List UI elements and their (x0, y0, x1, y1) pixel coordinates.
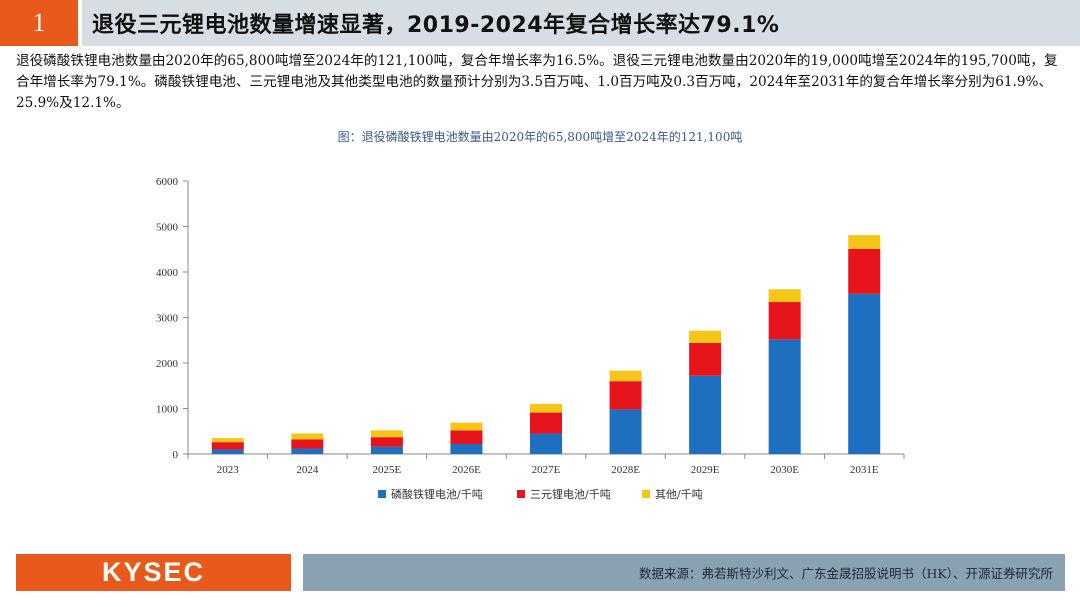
stacked-bar-chart: 0 1000 2000 3000 4000 5000 6000 2023 2024 2025E 20… (156, 176, 905, 501)
bar-2025E-三元锂电池/千吨 (370, 437, 403, 447)
y-tick-label: 2000 (156, 358, 179, 370)
x-tick-label: 2025E (373, 464, 402, 476)
bar-2027E-其他/千吨 (530, 403, 562, 413)
bar-2031E-三元锂电池/千吨 (848, 248, 881, 294)
bar-2028E-磷酸铁锂电池/千吨 (609, 409, 642, 454)
x-tick-label: 2023 (217, 464, 240, 476)
x-tick-label: 2031E (850, 464, 879, 476)
bar-2029E-其他/千吨 (689, 330, 722, 343)
bar-2027E-三元锂电池/千吨 (530, 412, 562, 434)
x-tick-label: 2024 (296, 464, 319, 476)
bar-2029E-三元锂电池/千吨 (689, 342, 722, 376)
bar-2029E-磷酸铁锂电池/千吨 (689, 375, 722, 454)
bar-2024-磷酸铁锂电池/千吨 (291, 448, 324, 454)
bar-2026E-三元锂电池/千吨 (450, 430, 483, 444)
footer-bar: 数据来源：弗若斯特沙利文、广东金晟招股说明书（HK）、开源证券研究所 (303, 554, 1065, 591)
bar-2023-其他/千吨 (211, 438, 244, 443)
legend-label: 磷酸铁锂电池/千吨 (391, 487, 483, 501)
data-source: 数据来源：弗若斯特沙利文、广东金晟招股说明书（HK）、开源证券研究所 (639, 566, 1053, 581)
bar-2026E-其他/千吨 (450, 422, 483, 431)
bar-2028E-其他/千吨 (609, 370, 642, 382)
x-tick-label: 2028E (611, 464, 640, 476)
x-tick-label: 2026E (452, 464, 481, 476)
bar-2031E-磷酸铁锂电池/千吨 (848, 293, 881, 454)
legend-swatch (378, 490, 386, 498)
bar-2026E-磷酸铁锂电池/千吨 (450, 443, 483, 454)
chart-caption: 图：退役磷酸铁锂电池数量由2020年的65,800吨增至2024年的121,10… (337, 130, 743, 144)
legend-label: 三元锂电池/千吨 (530, 487, 611, 501)
bar-2031E-其他/千吨 (848, 235, 881, 249)
kysec-logo: KYSEC (16, 554, 291, 591)
x-tick-label: 2027E (532, 464, 561, 476)
title-bar: 退役三元锂电池数量增速显著，2019-2024年复合增长率达79.1% (82, 0, 1080, 46)
y-tick-label: 1000 (156, 404, 179, 416)
y-tick-label: 4000 (156, 267, 179, 279)
bar-2024-三元锂电池/千吨 (291, 439, 324, 449)
bar-2023-三元锂电池/千吨 (211, 442, 244, 450)
bar-2023-磷酸铁锂电池/千吨 (211, 449, 244, 454)
x-tick-label: 2030E (770, 464, 799, 476)
bar-2030E-三元锂电池/千吨 (768, 302, 801, 340)
bar-2025E-其他/千吨 (370, 430, 403, 438)
y-tick-label: 0 (173, 449, 179, 461)
legend-label: 其他/千吨 (655, 488, 703, 501)
page-title: 退役三元锂电池数量增速显著，2019-2024年复合增长率达79.1% (92, 13, 780, 38)
bar-2027E-磷酸铁锂电池/千吨 (530, 433, 562, 454)
y-tick-label: 6000 (156, 176, 179, 188)
bar-2030E-磷酸铁锂电池/千吨 (768, 339, 801, 454)
x-tick-label: 2029E (691, 464, 720, 476)
y-tick-label: 5000 (156, 222, 179, 234)
y-tick-label: 3000 (156, 313, 179, 325)
bar-2024-其他/千吨 (291, 433, 324, 440)
bar-2025E-磷酸铁锂电池/千吨 (370, 446, 403, 454)
legend-swatch (517, 490, 525, 498)
section-number: 1 (0, 0, 78, 46)
legend-swatch (642, 490, 650, 498)
bar-2028E-三元锂电池/千吨 (609, 381, 642, 410)
bar-2030E-其他/千吨 (768, 289, 801, 303)
description-text: 退役磷酸铁锂电池数量由2020年的65,800吨增至2024年的121,100吨… (16, 53, 1058, 111)
